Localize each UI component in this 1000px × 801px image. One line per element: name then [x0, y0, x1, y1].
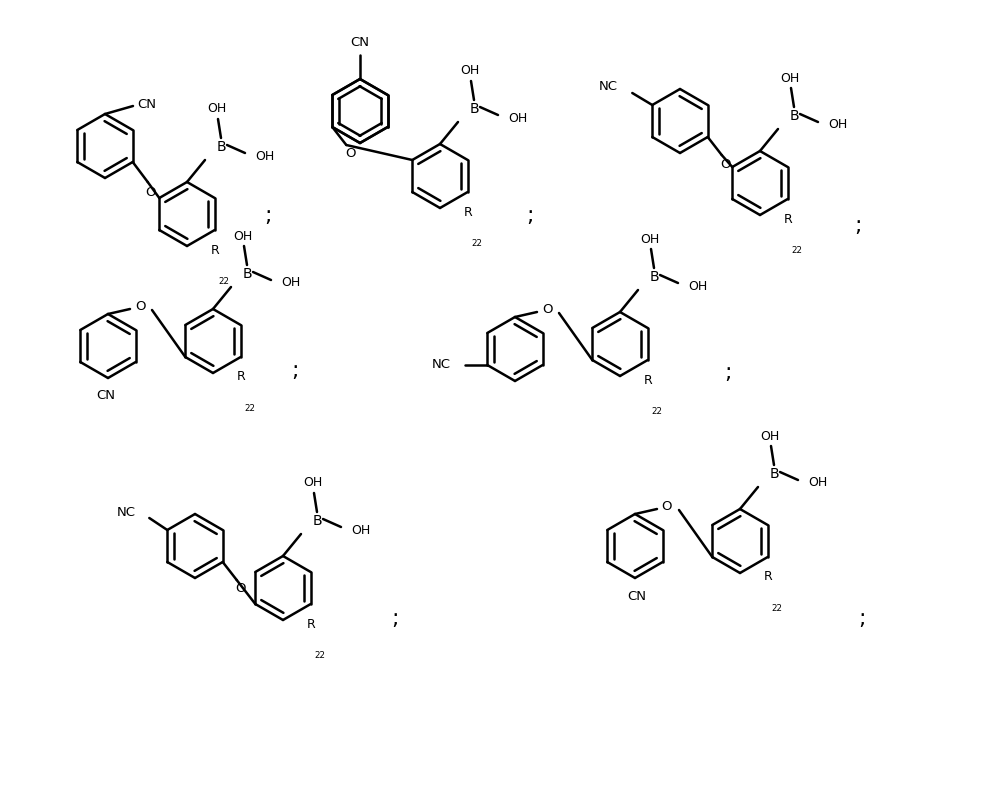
Text: OH: OH: [207, 103, 227, 115]
Text: 22: 22: [219, 277, 230, 286]
Text: OH: OH: [828, 119, 847, 131]
Text: ;: ;: [264, 206, 272, 226]
Text: O: O: [135, 300, 145, 313]
Text: CN: CN: [96, 389, 116, 402]
Text: OH: OH: [808, 477, 827, 489]
Text: R: R: [644, 373, 652, 387]
Text: ;: ;: [391, 609, 399, 629]
Text: B: B: [770, 467, 780, 481]
Text: 22: 22: [652, 407, 663, 416]
Text: OH: OH: [780, 71, 800, 84]
Text: OH: OH: [760, 429, 780, 442]
Text: B: B: [243, 267, 253, 281]
Text: O: O: [720, 158, 731, 171]
Text: R: R: [764, 570, 772, 583]
Text: B: B: [313, 514, 323, 528]
Text: OH: OH: [688, 280, 707, 292]
Text: CN: CN: [351, 37, 370, 50]
Text: ;: ;: [526, 206, 534, 226]
Text: ;: ;: [724, 363, 732, 383]
Text: ;: ;: [854, 216, 862, 236]
Text: 22: 22: [315, 651, 326, 660]
Text: R: R: [307, 618, 315, 630]
Text: OH: OH: [508, 111, 527, 124]
Text: OH: OH: [233, 230, 253, 243]
Text: OH: OH: [255, 150, 274, 163]
Text: OH: OH: [281, 276, 300, 289]
Text: 22: 22: [245, 404, 256, 413]
Text: R: R: [464, 206, 472, 219]
Text: O: O: [235, 582, 246, 595]
Text: CN: CN: [628, 590, 646, 602]
Text: O: O: [145, 186, 156, 199]
Text: OH: OH: [460, 65, 480, 78]
Text: B: B: [217, 140, 227, 154]
Text: R: R: [237, 371, 245, 384]
Text: R: R: [211, 244, 219, 256]
Text: CN: CN: [138, 98, 156, 111]
Text: OH: OH: [640, 232, 660, 245]
Text: B: B: [650, 270, 660, 284]
Text: ;: ;: [858, 609, 866, 629]
Text: OH: OH: [303, 477, 323, 489]
Text: NC: NC: [598, 80, 617, 94]
Text: O: O: [345, 147, 356, 160]
Text: NC: NC: [116, 505, 135, 518]
Text: 22: 22: [472, 239, 483, 248]
Text: ;: ;: [291, 361, 299, 381]
Text: R: R: [784, 212, 792, 226]
Text: 22: 22: [792, 246, 803, 255]
Text: 22: 22: [772, 604, 783, 613]
Text: B: B: [790, 109, 800, 123]
Text: B: B: [470, 102, 480, 116]
Text: NC: NC: [431, 359, 450, 372]
Text: O: O: [662, 501, 672, 513]
Text: OH: OH: [351, 524, 370, 537]
Text: O: O: [542, 304, 552, 316]
